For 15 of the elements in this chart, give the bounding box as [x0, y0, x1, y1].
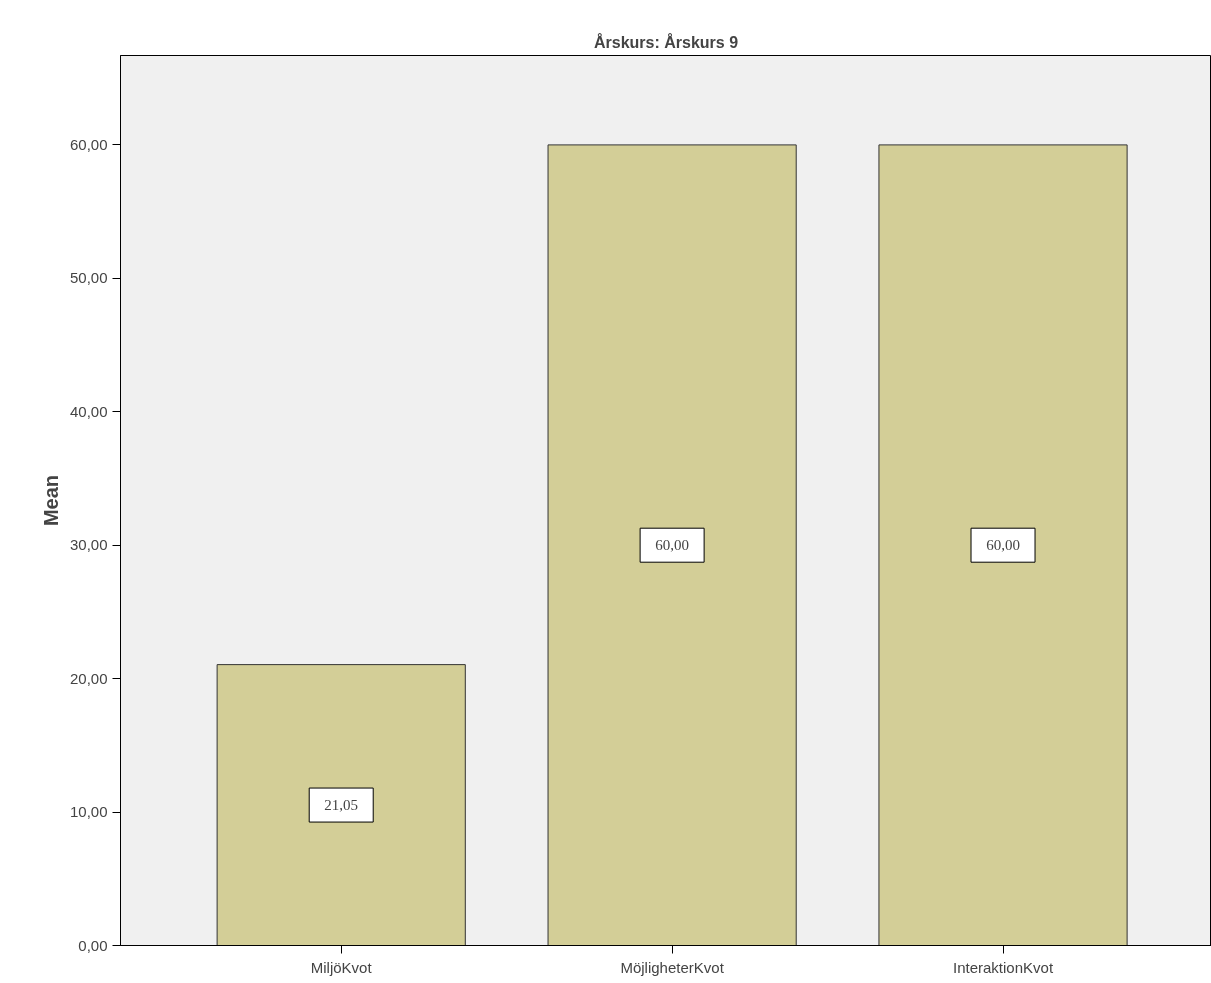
y-tick-label: 60,00: [69, 135, 108, 153]
data-label: 60,00: [655, 537, 689, 554]
y-tick-label: 30,00: [69, 536, 108, 554]
y-tick-label: 20,00: [69, 669, 108, 687]
x-tick-label: MöjligheterKvot: [620, 958, 725, 976]
y-tick-label: 0,00: [78, 936, 108, 954]
chart-title: Årskurs: Årskurs 9: [593, 32, 739, 51]
data-label: 60,00: [986, 537, 1020, 554]
x-tick-label: InteraktionKvot: [953, 958, 1054, 976]
x-tick-label: MiljöKvot: [310, 958, 373, 976]
y-tick-label: 40,00: [69, 402, 108, 420]
data-label: 21,05: [324, 797, 359, 814]
y-tick-label: 10,00: [69, 803, 108, 821]
y-axis-title: Mean: [39, 474, 62, 527]
y-tick-label: 50,00: [69, 269, 108, 287]
